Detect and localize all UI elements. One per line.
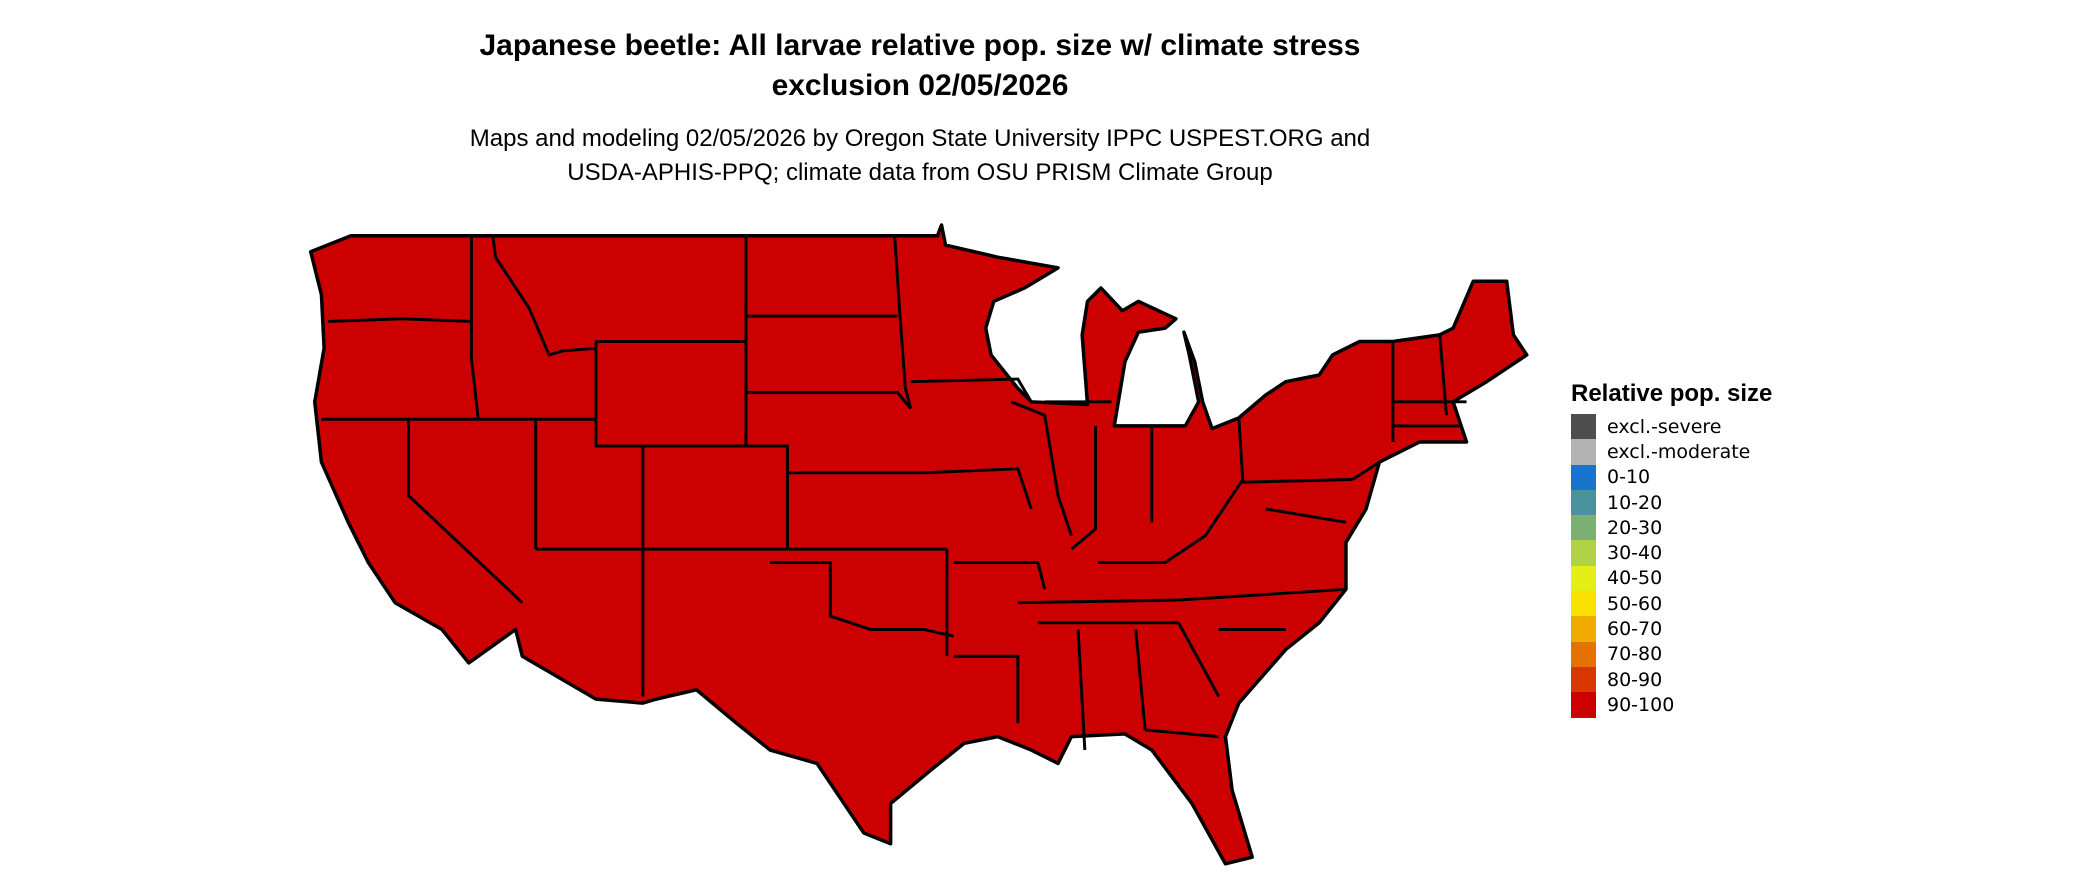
legend-swatch <box>1571 464 1596 490</box>
legend-label: 60-70 <box>1607 618 1663 641</box>
legend-label: excl.-moderate <box>1607 440 1751 463</box>
state-borders <box>321 235 1467 751</box>
legend-item: excl.-severe <box>1571 414 1772 440</box>
legend-item: 60-70 <box>1571 616 1772 642</box>
legend-label: 10-20 <box>1607 491 1663 514</box>
legend-swatch <box>1571 616 1596 642</box>
state-border <box>1237 417 1353 484</box>
state-border <box>910 377 1033 403</box>
state-border <box>328 317 472 323</box>
legend-items: excl.-severe excl.-moderate 0-10 10-20 20-30… <box>1571 414 1772 718</box>
state-border <box>953 561 1047 590</box>
legend-title: Relative pop. size <box>1571 380 1773 407</box>
legend-label: 0-10 <box>1607 466 1651 489</box>
legend-swatch <box>1571 591 1596 617</box>
state-border <box>1134 629 1147 731</box>
legend-item: 40-50 <box>1571 565 1772 592</box>
legend-label: 30-40 <box>1607 542 1663 565</box>
legend-item: 10-20 <box>1571 489 1772 516</box>
legend-label: 40-50 <box>1607 567 1663 590</box>
legend-label: 70-80 <box>1607 643 1663 666</box>
state-border <box>491 235 597 357</box>
state-border <box>1070 425 1098 551</box>
map-subtitle-line-2: USDA-APHIS-PPQ; climate data from OSU PR… <box>567 159 1273 186</box>
legend-swatch <box>1571 641 1596 667</box>
legend-label: 20-30 <box>1607 516 1663 539</box>
state-border <box>1177 622 1221 698</box>
state-border <box>1265 507 1347 524</box>
map-title-line-1: Japanese beetle: All larvae relative pop… <box>479 29 1361 62</box>
map-subtitle-line-1: Maps and modeling 02/05/2026 by Oregon S… <box>469 125 1371 152</box>
legend-swatch <box>1571 414 1596 440</box>
legend-item: 0-10 <box>1571 464 1772 490</box>
state-border <box>407 419 524 604</box>
legend-item: 70-80 <box>1571 641 1772 667</box>
legend-swatch <box>1571 692 1596 718</box>
state-border <box>642 444 789 550</box>
map-title-line-2: exclusion 02/05/2026 <box>771 69 1069 102</box>
legend-item: excl.-moderate <box>1571 439 1772 465</box>
legend-label: excl.-severe <box>1607 415 1722 438</box>
state-border <box>893 235 913 409</box>
state-border <box>1098 478 1245 564</box>
state-border <box>770 561 954 638</box>
legend-swatch <box>1571 565 1596 592</box>
legend-swatch <box>1571 439 1596 465</box>
legend-swatch <box>1571 666 1596 693</box>
legend-item: 90-100 <box>1571 692 1772 718</box>
legend-swatch <box>1571 540 1596 566</box>
legend-label: 80-90 <box>1607 668 1663 691</box>
legend-item: 50-60 <box>1571 591 1772 617</box>
state-border <box>1010 400 1073 537</box>
state-border <box>924 467 1033 510</box>
legend-label: 90-100 <box>1607 693 1675 716</box>
legend: Relative pop. size excl.-severe excl.-mod… <box>1571 380 1772 718</box>
state-border <box>953 654 1020 724</box>
legend-item: 30-40 <box>1571 540 1772 566</box>
legend-label: 50-60 <box>1607 592 1663 615</box>
state-border <box>1076 629 1087 751</box>
state-border <box>1144 728 1219 739</box>
legend-item: 20-30 <box>1571 515 1772 541</box>
us-body <box>308 223 1529 866</box>
legend-item: 80-90 <box>1571 666 1772 693</box>
state-border <box>1351 460 1381 481</box>
legend-swatch <box>1571 489 1596 516</box>
state-border <box>469 235 480 419</box>
legend-swatch <box>1571 515 1596 541</box>
state-border <box>745 390 912 410</box>
state-border <box>1017 587 1347 605</box>
